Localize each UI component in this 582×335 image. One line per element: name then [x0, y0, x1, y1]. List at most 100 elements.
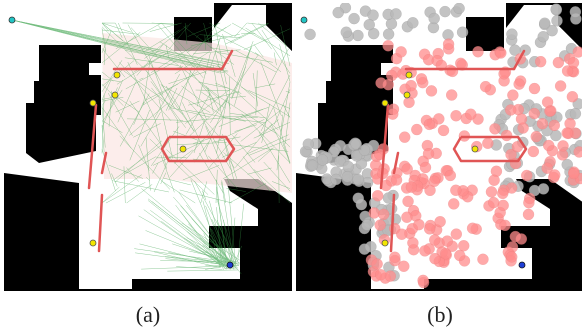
trajectory-line: [185, 88, 231, 124]
sample-free: [501, 129, 513, 142]
trajectory-line: [225, 22, 269, 45]
sample-obstacle: [539, 17, 551, 29]
sample-obstacle: [332, 6, 344, 19]
sample-free: [441, 235, 453, 247]
trajectory-line: [11, 19, 220, 74]
trajectory-line: [145, 176, 150, 181]
wall-segment: [87, 103, 98, 190]
trajectory-line: [127, 24, 158, 76]
sample-free: [446, 65, 459, 78]
trajectory-line: [168, 57, 204, 111]
wall-hexagon: [160, 135, 236, 163]
sample-free: [434, 216, 446, 228]
start-marker: [8, 16, 16, 24]
sample-obstacle: [506, 28, 518, 40]
trajectory-line: [159, 41, 197, 67]
trajectory-line: [141, 265, 239, 270]
obstacle-top-block: [466, 17, 504, 51]
trajectory-line: [199, 24, 232, 46]
trajectory-line: [220, 249, 226, 263]
trajectory-line: [166, 55, 220, 97]
trajectory-line: [252, 72, 258, 107]
panel-a: [4, 3, 292, 291]
trajectory-line: [177, 56, 216, 102]
trajectory-line: [246, 134, 289, 155]
trajectory-line: [166, 149, 215, 195]
trajectory-line: [225, 267, 237, 269]
trajectory-line: [158, 98, 173, 159]
sample-free: [466, 222, 479, 234]
sample-free: [499, 219, 511, 231]
trajectory-line: [147, 198, 238, 269]
sample-obstacle: [551, 15, 563, 27]
trajectory-line: [235, 50, 277, 73]
trajectory-line: [232, 245, 242, 268]
sample-free: [561, 127, 573, 139]
trajectory-line: [248, 90, 291, 109]
trajectory-line: [161, 84, 211, 113]
trajectory-line: [223, 220, 231, 263]
trajectory-line: [170, 107, 210, 118]
trajectory-line: [216, 99, 227, 154]
sample-free: [378, 208, 390, 221]
caption-b: (b): [427, 302, 453, 327]
sample-free: [419, 245, 431, 257]
sample-obstacle: [382, 28, 395, 40]
trajectory-line: [194, 141, 209, 163]
trajectory-line: [107, 92, 133, 137]
sample-free: [482, 137, 494, 149]
trajectory-line: [231, 41, 254, 98]
sample-obstacle: [453, 3, 465, 15]
trajectory-line: [204, 99, 228, 153]
trajectory-line: [168, 22, 191, 51]
trajectory-line: [218, 96, 277, 134]
sample-free: [396, 228, 408, 240]
trajectory-line: [129, 100, 164, 148]
sample-free: [398, 260, 410, 272]
trajectory-line: [282, 104, 291, 118]
sample-free: [411, 123, 423, 136]
sample-free: [375, 77, 387, 89]
trajectory-line: [218, 247, 224, 261]
sample-free: [472, 46, 484, 58]
trajectory-line: [273, 107, 291, 163]
trajectory-line: [11, 19, 222, 66]
trajectory-line: [280, 25, 291, 67]
trajectory-line: [101, 28, 107, 52]
trajectory-line: [253, 122, 291, 139]
trajectory-line: [101, 97, 113, 100]
trajectory-line: [221, 117, 265, 123]
trajectory-line: [255, 70, 258, 116]
trajectory-line: [119, 135, 171, 190]
trajectory-line: [229, 23, 269, 44]
sample-free: [488, 174, 500, 186]
wall-segment: [100, 151, 108, 175]
trajectory-line: [119, 93, 150, 147]
sample-free: [511, 141, 524, 153]
trajectory-line: [226, 188, 246, 192]
trajectory-line: [190, 179, 227, 269]
waypoint-marker: [111, 91, 119, 99]
trajectory-line: [168, 71, 207, 84]
trajectory-line: [274, 89, 291, 125]
trajectory-line: [240, 110, 280, 142]
trajectory-line: [205, 250, 228, 268]
sample-free: [446, 89, 458, 101]
trajectory-line: [181, 222, 240, 261]
trajectory-line: [176, 266, 223, 270]
trajectory-line: [154, 251, 221, 269]
sample-obstacle: [350, 150, 363, 162]
sample-free: [375, 269, 387, 281]
sample-obstacle: [390, 8, 402, 20]
sample-free: [561, 65, 574, 77]
trajectory-line: [285, 91, 291, 93]
sample-free: [401, 163, 413, 175]
trajectory-line: [167, 269, 239, 272]
trajectory-line: [101, 22, 132, 33]
trajectory-line: [189, 100, 227, 137]
sample-free: [417, 274, 429, 287]
sample-obstacle: [306, 159, 319, 172]
trajectory-line: [130, 27, 158, 57]
trajectory-line: [165, 44, 170, 59]
trajectory-line: [261, 103, 270, 143]
